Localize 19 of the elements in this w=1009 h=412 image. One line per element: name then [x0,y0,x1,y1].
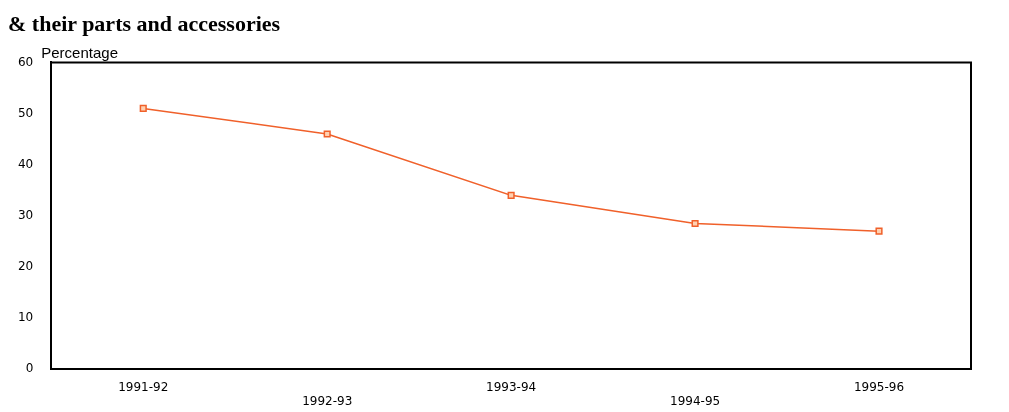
chart-title: & their parts and accessories [8,10,281,36]
x-tick-label: 1994-95 [670,393,721,408]
point [691,219,699,228]
y-tick-label: 40 [17,156,34,171]
y-axis-title: Percentage [41,44,118,62]
y-tick-label: 30 [17,207,34,222]
y-tick-label: 50 [17,105,34,120]
point [323,130,331,138]
point [875,227,883,235]
x-tick-label: 1991-92 [118,379,169,394]
point [507,191,515,199]
x-tick-label: 1995-96 [853,379,905,394]
y-tick-label: 0 [25,361,34,376]
x-tick-label: 1992-93 [302,393,353,408]
y-tick-label: 60 [17,54,34,69]
x-tick-label: 1993-94 [486,379,537,394]
point [139,104,147,112]
y-tick-label: 20 [17,259,34,274]
y-tick-label: 10 [17,310,34,325]
